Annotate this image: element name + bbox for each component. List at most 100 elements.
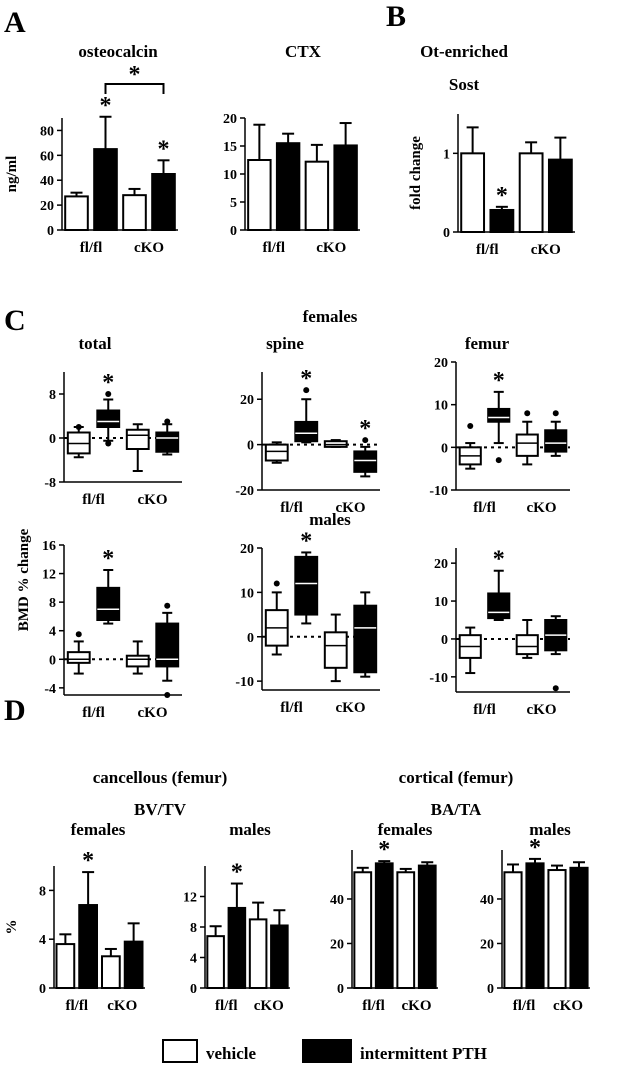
bmd-f-spine-significance-star: * — [359, 416, 371, 442]
bmd-f-femur-box — [544, 429, 568, 453]
bmd-m-total-y-tick-label: 12 — [42, 568, 56, 583]
sost-y-label: fold change — [408, 136, 424, 210]
bmd-m-femur-category-label: cKO — [527, 702, 557, 718]
bmd-f-femur-outlier — [467, 423, 474, 429]
bmd-f-total-category-label: cKO — [138, 492, 168, 508]
bmd-f-femur-y-tick-label: 10 — [434, 399, 448, 414]
ctx-category-label: fl/fl — [263, 240, 286, 256]
sost-title: Ot-enriched — [420, 42, 508, 61]
bmd-f-femur-box — [515, 433, 539, 457]
bmd-f-total-y-tick-label: 8 — [49, 388, 56, 403]
bata-females-bar — [396, 871, 416, 989]
bmd-m-femur-significance-star: * — [493, 547, 505, 573]
bmd-y-axis-label: BMD % change — [16, 528, 32, 631]
bata-males-y-tick-label: 20 — [480, 937, 494, 952]
bata-females-bar — [417, 864, 437, 989]
bvtv-females-bar — [78, 904, 98, 989]
bmd-f-spine-y-tick-label: 0 — [247, 439, 254, 454]
osteocalcin-bracket-star: * — [129, 62, 141, 88]
ctx-category-label: cKO — [316, 240, 346, 256]
bmd-m-spine-box — [323, 631, 348, 669]
bmd-f-total-box — [125, 428, 150, 450]
sost-category-label: cKO — [531, 242, 561, 258]
ctx-y-tick-label: 5 — [230, 196, 237, 211]
bata-males-bar — [569, 866, 589, 990]
bata-males-title: males — [529, 820, 571, 839]
bmd-f-spine-box — [264, 443, 289, 462]
bmd-m-spine-significance-star: * — [300, 528, 312, 554]
ctx-bar — [333, 144, 358, 231]
bmd-f-spine-box — [294, 420, 319, 443]
bata-males-category-label: cKO — [553, 998, 583, 1014]
bmd-f-total-box — [155, 431, 180, 453]
bmd-f-femur-y-tick-label: -10 — [429, 484, 448, 499]
bvtv-males-significance-star: * — [231, 860, 243, 886]
osteocalcin-bar — [151, 173, 176, 231]
bmd-f-spine-category-label: fl/fl — [280, 500, 303, 516]
osteocalcin-category-label: fl/fl — [80, 240, 103, 256]
bmd-m-total-y-tick-label: 4 — [49, 625, 56, 640]
bvtv-males-bar — [206, 935, 225, 990]
bata-females-category-label: cKO — [402, 998, 432, 1014]
bata-females-category-label: fl/fl — [362, 998, 385, 1014]
panel-label-d: D — [4, 694, 26, 727]
ctx-bar — [275, 142, 301, 231]
bata-males-bar — [525, 862, 545, 990]
bmd-m-total-box — [96, 586, 121, 621]
bmd-f-femur-category-label: fl/fl — [473, 500, 496, 516]
bvtv-females-category-label: fl/fl — [66, 998, 89, 1014]
osteocalcin-title: osteocalcin — [78, 42, 158, 61]
bvtv-males-y-tick-label: 8 — [190, 921, 197, 936]
bmd-m-total-category-label: fl/fl — [82, 705, 105, 721]
bvtv-females-significance-star: * — [82, 848, 94, 874]
bvtv-females-y-tick-label: 0 — [39, 982, 46, 997]
bmd-m-femur-box — [487, 592, 511, 620]
bvtv-females-bar — [101, 955, 121, 990]
bata-males-y-tick-label: 40 — [480, 893, 494, 908]
bmd-f-total-significance-star: * — [102, 370, 114, 396]
osteocalcin-y-tick-label: 80 — [40, 124, 54, 139]
bvtv-females-y-tick-label: 8 — [39, 884, 46, 899]
bmd-f-spine-y-tick-label: -20 — [235, 484, 254, 499]
bmd-m-total-box — [125, 654, 150, 668]
osteocalcin-significance-star: * — [158, 136, 170, 162]
ctx-bar — [247, 159, 272, 231]
osteocalcin-significance-star: * — [100, 93, 112, 119]
bata-females-y-tick-label: 0 — [337, 982, 344, 997]
bvtv-males-bar — [227, 906, 247, 989]
bata-males-category-label: fl/fl — [513, 998, 536, 1014]
panel-label-b: B — [386, 0, 406, 33]
sost-subtitle: Sost — [449, 75, 480, 94]
bvtv-females-y-label: % — [4, 920, 20, 935]
bata-females-title: females — [378, 820, 433, 839]
bvtv-header: BV/TV — [134, 800, 187, 819]
sost-bar — [489, 208, 515, 233]
cancellous-header: cancellous (femur) — [93, 768, 228, 787]
bmd-m-total-y-tick-label: 8 — [49, 596, 56, 611]
bmd-m-spine-y-tick-label: 0 — [247, 631, 254, 646]
bmd-m-femur-box — [515, 634, 539, 656]
bmd-f-spine-title: spine — [266, 334, 304, 353]
bmd-m-total-significance-star: * — [102, 546, 114, 572]
bmd-f-femur-y-tick-label: 0 — [441, 441, 448, 456]
bmd-f-spine-y-tick-label: 20 — [240, 393, 254, 408]
osteocalcin-bar — [122, 194, 147, 231]
osteocalcin-comparison-bracket — [104, 83, 165, 94]
osteocalcin-y-tick-label: 20 — [40, 199, 54, 214]
osteocalcin-bar — [64, 195, 89, 231]
bvtv-males-title: males — [229, 820, 271, 839]
bmd-f-spine-significance-star: * — [300, 366, 312, 392]
bmd-m-total-box — [155, 622, 180, 668]
sost-y-tick-label: 1 — [443, 147, 450, 162]
bmd-m-spine-y-tick-label: 10 — [240, 586, 254, 601]
bmd-f-femur-category-label: cKO — [527, 500, 557, 516]
bvtv-males-y-tick-label: 4 — [190, 952, 197, 967]
bata-males-bar — [503, 871, 523, 989]
bata-females-significance-star: * — [378, 837, 390, 863]
bmd-f-femur-outlier — [495, 457, 502, 464]
bmd-m-femur-y-tick-label: -10 — [429, 671, 448, 686]
bmd-m-spine-category-label: fl/fl — [280, 700, 303, 716]
bmd-m-femur-y-tick-label: 10 — [434, 595, 448, 610]
osteocalcin-y-label: ng/ml — [4, 156, 20, 193]
